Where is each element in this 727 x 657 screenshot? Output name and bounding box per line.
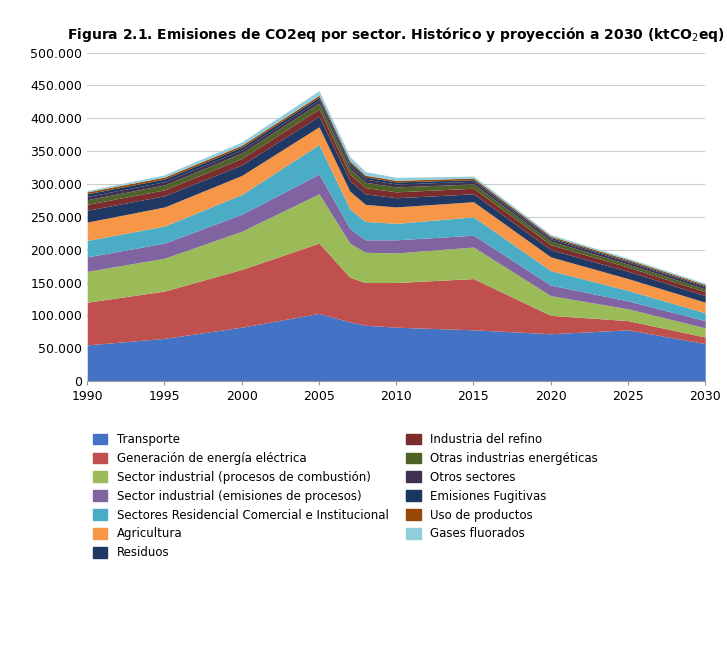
- Legend: Transporte, Generación de energía eléctrica, Sector industrial (procesos de comb: Transporte, Generación de energía eléctr…: [93, 433, 598, 559]
- Title: Figura 2.1. Emisiones de CO2eq por sector. Histórico y proyección a 2030 (ktCO$_: Figura 2.1. Emisiones de CO2eq por secto…: [68, 25, 725, 43]
